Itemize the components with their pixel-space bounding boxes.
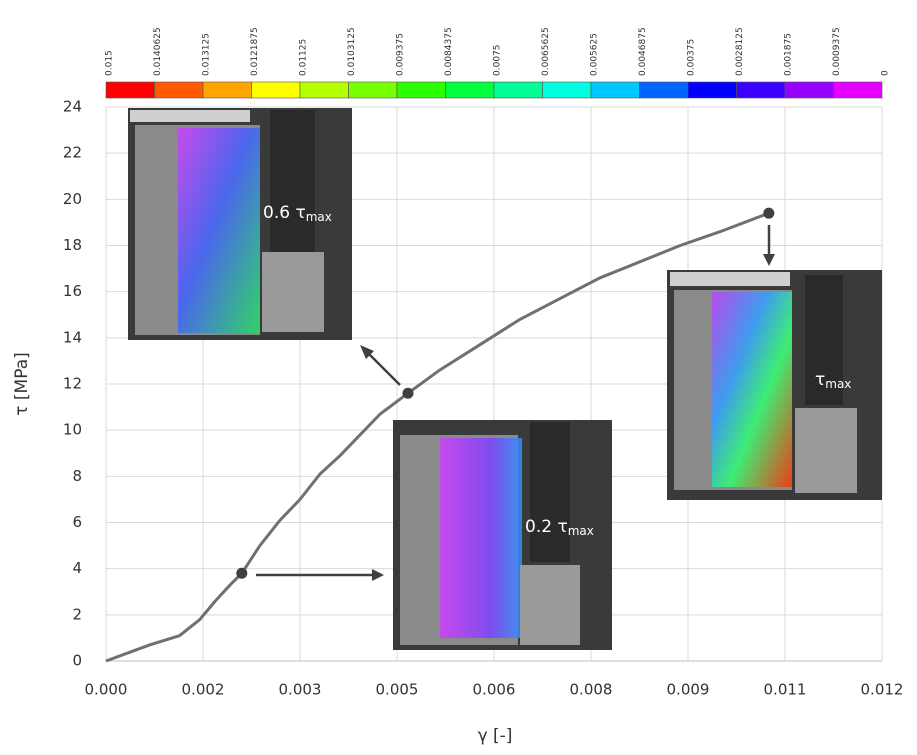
y-tick-label: 2: [72, 605, 82, 623]
annotation-text: τ: [815, 370, 825, 390]
colorbar-label: 0.0065625: [541, 27, 551, 76]
x-tick-label: 0.005: [376, 681, 419, 699]
x-tick-label: 0.012: [861, 681, 904, 699]
key-point: [236, 567, 248, 579]
arrows: [256, 225, 775, 581]
inset-photo: [128, 108, 352, 340]
arrow-head: [372, 569, 384, 581]
colorbar-label: 0.013125: [202, 33, 212, 76]
colorbar-cell: [542, 81, 592, 99]
colorbar-cell: [784, 81, 834, 99]
curve: [105, 211, 770, 663]
y-tick-label: 12: [63, 375, 82, 393]
colorbar-cell: [396, 81, 446, 99]
annotation-subscript: max: [306, 210, 332, 224]
y-tick-label: 16: [63, 282, 82, 300]
colorbar-cell: [154, 81, 204, 99]
colorbar-label: 0.01125: [299, 39, 309, 76]
y-tick-label: 4: [72, 559, 82, 577]
x-tick-label: 0.002: [182, 681, 225, 699]
arrow-head: [360, 345, 374, 359]
colorbar-label: 0.0103125: [347, 27, 357, 76]
y-tick-label: 0: [72, 652, 82, 670]
annotation: 0.6 τmax: [263, 203, 332, 224]
y-tick-label: 14: [63, 328, 82, 346]
data-line: [105, 211, 770, 663]
colorbar: 0.015 0.0140625 0.013125 0.0121875 0.01125 0.…: [105, 27, 891, 99]
colorbar-cell: [639, 81, 689, 99]
colorbar-label: 0.0084375: [444, 27, 454, 76]
annotation: τmax: [815, 370, 851, 391]
y-tick-label: 20: [63, 190, 82, 208]
annotation-subscript: max: [568, 524, 594, 538]
colorbar-label: 0.0028125: [735, 27, 745, 76]
colorbar-cell: [833, 81, 883, 99]
inset-photo: [667, 270, 882, 500]
colorbar-label: 0.0009375: [832, 27, 842, 76]
y-tick-label: 6: [72, 513, 82, 531]
y-tick-label: 18: [63, 236, 82, 254]
colorbar-cell: [590, 81, 640, 99]
colorbar-cell: [251, 81, 301, 99]
colorbar-cell: [105, 81, 155, 99]
y-axis-label: τ [MPa]: [12, 352, 32, 415]
colorbar-label: 0.015: [105, 50, 115, 76]
y-tick-label: 10: [63, 421, 82, 439]
colorbar-cell: [202, 81, 252, 99]
colorbar-label: 0.00375: [687, 39, 697, 76]
colorbar-label: 0.001875: [784, 33, 794, 76]
colorbar-cell: [348, 81, 398, 99]
colorbar-cell: [299, 81, 349, 99]
colorbar-cell: [493, 81, 543, 99]
annotation-subscript: max: [825, 377, 851, 391]
colorbar-label: 0.009375: [396, 33, 406, 76]
key-point: [402, 387, 414, 399]
x-tick-label: 0.011: [764, 681, 807, 699]
annotation-text: 0.2 τ: [525, 517, 568, 537]
x-tick-label: 0.003: [279, 681, 322, 699]
colorbar-label: 0.0140625: [153, 27, 163, 76]
x-tick-label: 0.000: [85, 681, 128, 699]
key-point: [763, 207, 775, 219]
y-tick-label: 24: [63, 98, 82, 116]
colorbar-label: 0.0046875: [638, 27, 648, 76]
arrow: [367, 352, 401, 386]
inset-photo: [393, 420, 612, 650]
x-tick-label: 0.008: [570, 681, 613, 699]
colorbar-label: 0.0121875: [250, 27, 260, 76]
annotation-text: 0.6 τ: [263, 203, 306, 223]
key-points: [236, 207, 775, 579]
x-tick-label: 0.009: [667, 681, 710, 699]
x-tick-label: 0.006: [473, 681, 516, 699]
colorbar-cell: [445, 81, 495, 99]
annotation: 0.2 τmax: [525, 517, 594, 538]
y-tick-label: 8: [72, 467, 82, 485]
arrow-head: [763, 254, 775, 266]
y-tick-label: 22: [63, 144, 82, 162]
colorbar-label: 0.005625: [590, 33, 600, 76]
colorbar-label: 0.0075: [493, 45, 503, 77]
colorbar-cell: [687, 81, 737, 99]
inset-photos: [128, 108, 882, 650]
x-axis-label: γ [-]: [478, 726, 513, 746]
colorbar-label: 0: [881, 70, 891, 76]
colorbar-cell: [736, 81, 786, 99]
